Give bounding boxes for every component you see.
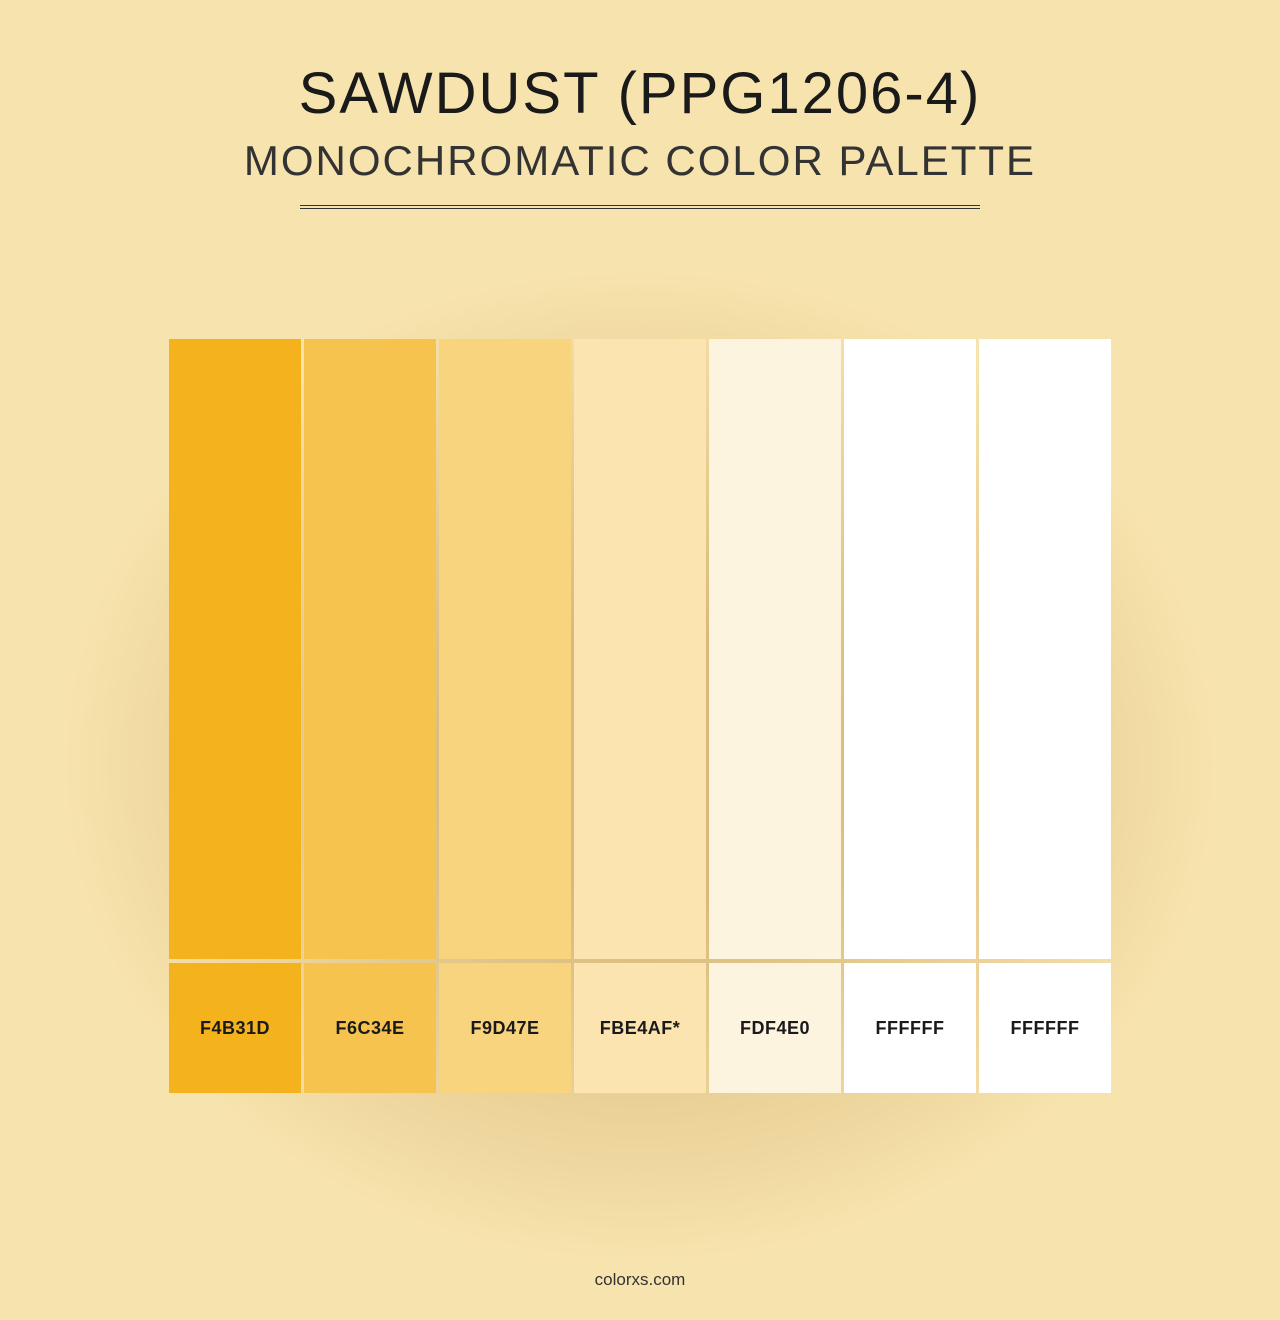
swatch-main <box>439 339 571 959</box>
swatch-main <box>844 339 976 959</box>
swatch-column: F9D47E <box>439 339 571 1093</box>
header-divider <box>300 205 980 209</box>
swatch-label: FFFFFF <box>844 963 976 1093</box>
page-subtitle: MONOCHROMATIC COLOR PALETTE <box>244 137 1036 185</box>
swatch-main <box>304 339 436 959</box>
swatch-label: FFFFFF <box>979 963 1111 1093</box>
swatch-label: FBE4AF* <box>574 963 706 1093</box>
page-container: SAWDUST (PPG1206-4) MONOCHROMATIC COLOR … <box>0 0 1280 1320</box>
swatch-column: F6C34E <box>304 339 436 1093</box>
swatch-column: FFFFFF <box>979 339 1111 1093</box>
swatch-label: F6C34E <box>304 963 436 1093</box>
swatch-main <box>169 339 301 959</box>
swatch-column: FFFFFF <box>844 339 976 1093</box>
swatch-column: FBE4AF* <box>574 339 706 1093</box>
footer-attribution: colorxs.com <box>0 1270 1280 1290</box>
page-title: SAWDUST (PPG1206-4) <box>299 60 982 127</box>
color-palette: F4B31DF6C34EF9D47EFBE4AF*FDF4E0FFFFFFFFF… <box>169 339 1111 1093</box>
swatch-label: F4B31D <box>169 963 301 1093</box>
swatch-main <box>979 339 1111 959</box>
swatch-column: F4B31D <box>169 339 301 1093</box>
swatch-main <box>574 339 706 959</box>
swatch-main <box>709 339 841 959</box>
swatch-label: FDF4E0 <box>709 963 841 1093</box>
swatch-column: FDF4E0 <box>709 339 841 1093</box>
swatch-label: F9D47E <box>439 963 571 1093</box>
